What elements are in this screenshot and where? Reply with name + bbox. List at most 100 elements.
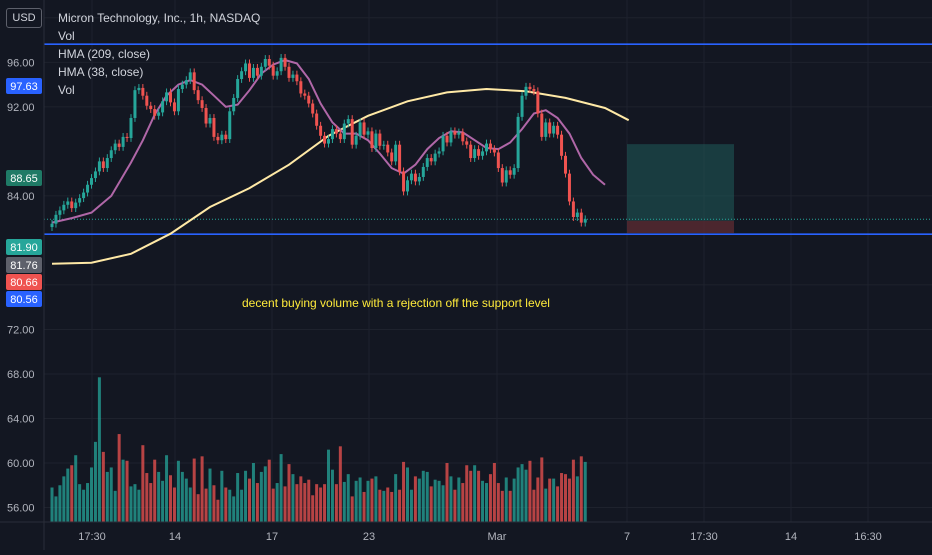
candle-body <box>54 214 58 224</box>
volume-bar <box>248 478 251 522</box>
candle-body <box>58 210 62 215</box>
candle <box>78 194 82 207</box>
volume-bar <box>370 478 374 522</box>
price-badge-bg <box>6 78 42 94</box>
volume-bar <box>263 466 267 522</box>
y-tick-label: 56.00 <box>7 503 35 515</box>
volume-bar <box>180 471 184 522</box>
volume-bar <box>232 496 236 522</box>
y-tick-label: 64.00 <box>7 413 35 425</box>
candle <box>512 164 516 179</box>
candle-body <box>303 93 307 96</box>
candle-body <box>188 72 192 81</box>
volume-bar <box>311 495 315 522</box>
candle-body <box>346 119 350 124</box>
volume-bar <box>406 467 409 522</box>
candle <box>255 63 259 80</box>
candle <box>224 130 228 144</box>
candle-body <box>512 168 516 175</box>
volume-bar <box>496 483 500 522</box>
candle-body <box>583 219 587 223</box>
volume-bar <box>556 486 560 522</box>
candle <box>354 131 358 149</box>
candle <box>362 118 366 139</box>
candle <box>307 91 311 108</box>
indicator-hma-38[interactable]: HMA (38, close) <box>58 65 144 79</box>
candle-body <box>492 149 496 153</box>
candle <box>496 148 500 172</box>
candle-body <box>50 223 54 228</box>
candle <box>536 87 540 118</box>
candle <box>508 166 512 179</box>
candle <box>70 197 74 213</box>
candle <box>220 130 224 145</box>
candle-body <box>279 57 283 72</box>
indicator-hma-209[interactable]: HMA (209, close) <box>58 47 151 61</box>
indicator-vol-2[interactable]: Vol <box>58 83 75 97</box>
volume-bar <box>402 461 406 522</box>
x-tick-label: Mar <box>488 531 507 543</box>
candle-body <box>441 135 445 152</box>
candle-body <box>196 90 200 101</box>
currency-badge[interactable]: USD <box>6 8 42 28</box>
candle <box>500 164 504 187</box>
candle <box>117 139 121 151</box>
volume-bar <box>532 489 536 522</box>
candle <box>66 197 70 209</box>
candle <box>477 145 481 160</box>
volume-bar <box>188 487 192 522</box>
volume-bar <box>386 487 390 522</box>
volume-bar <box>224 487 228 522</box>
candle-body <box>560 134 564 156</box>
symbol-title[interactable]: Micron Technology, Inc., 1h, NASDAQ <box>58 11 261 25</box>
candle-body <box>409 173 413 181</box>
chart-annotation[interactable]: decent buying volume with a rejection of… <box>242 296 550 310</box>
candle-body <box>350 119 354 145</box>
x-tick-label: 17 <box>266 531 278 543</box>
price-badge-text: 80.56 <box>10 294 38 306</box>
candle <box>378 129 382 150</box>
candle <box>481 147 485 160</box>
candle <box>579 208 583 227</box>
candle-body <box>82 192 86 199</box>
indicator-vol[interactable]: Vol <box>58 29 75 43</box>
volume-bar <box>540 457 544 522</box>
candle <box>271 61 275 80</box>
candle-body <box>169 92 172 103</box>
candle-body <box>323 135 327 144</box>
volume-bar <box>552 478 556 522</box>
candle <box>228 107 232 144</box>
candle-body <box>105 158 109 169</box>
candle <box>571 197 575 221</box>
volume-bar <box>255 483 259 522</box>
candle-body <box>161 101 165 113</box>
candle-body <box>548 122 552 134</box>
candle-body <box>125 136 129 139</box>
candle <box>125 133 129 142</box>
volume-bar <box>169 475 172 522</box>
volume-bar <box>445 463 449 522</box>
candle-body <box>374 133 378 149</box>
candle-body <box>417 176 421 182</box>
candle-body <box>445 135 449 143</box>
candle <box>121 133 125 151</box>
volume-bar <box>453 489 457 522</box>
volume-bar <box>97 377 101 522</box>
volume-bar <box>105 471 109 522</box>
candle-body <box>311 103 315 114</box>
volume-bar <box>303 483 307 522</box>
price-badge-last: 81.90 <box>6 239 42 255</box>
candle <box>409 169 413 185</box>
candle <box>350 115 354 149</box>
candle <box>188 68 192 85</box>
candle <box>445 131 449 147</box>
volume-bar <box>437 480 441 522</box>
candle-body <box>567 173 571 202</box>
volume-bar <box>259 471 263 522</box>
candle <box>54 210 58 228</box>
candle-body <box>453 131 457 135</box>
volume-bar <box>346 474 350 522</box>
volume-bar <box>172 487 176 522</box>
